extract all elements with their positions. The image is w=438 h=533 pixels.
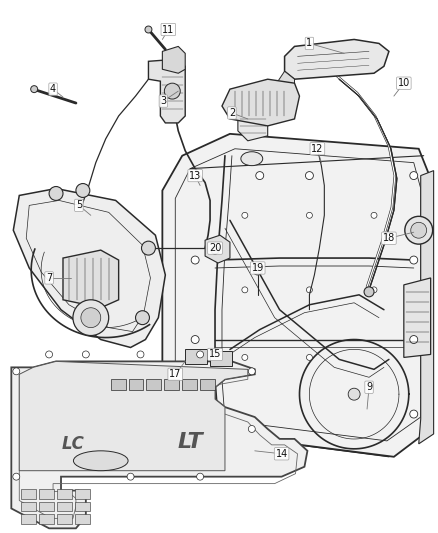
Polygon shape [404, 278, 431, 358]
Bar [182, 379, 197, 390]
Text: 19: 19 [251, 263, 264, 273]
Circle shape [197, 473, 204, 480]
Circle shape [307, 212, 312, 219]
Circle shape [405, 216, 433, 244]
Bar [129, 379, 144, 390]
Circle shape [242, 354, 248, 360]
Polygon shape [222, 79, 300, 126]
Circle shape [137, 351, 144, 358]
Circle shape [46, 351, 53, 358]
Circle shape [73, 300, 109, 336]
Bar [21, 514, 36, 524]
Circle shape [348, 388, 360, 400]
Circle shape [31, 86, 38, 93]
Polygon shape [419, 171, 434, 444]
Polygon shape [275, 71, 294, 99]
Text: 13: 13 [189, 171, 201, 181]
Bar [57, 489, 72, 498]
Circle shape [141, 241, 155, 255]
Ellipse shape [74, 451, 128, 471]
Polygon shape [205, 235, 230, 263]
Ellipse shape [241, 152, 263, 166]
Polygon shape [162, 46, 185, 73]
Bar [111, 379, 126, 390]
Circle shape [410, 336, 418, 343]
Bar [75, 489, 90, 498]
Polygon shape [162, 134, 431, 457]
Bar [200, 379, 215, 390]
Circle shape [164, 83, 180, 99]
Text: 15: 15 [209, 350, 221, 359]
Circle shape [253, 265, 263, 275]
Bar [39, 514, 54, 524]
Circle shape [191, 172, 199, 180]
Circle shape [248, 425, 255, 432]
Circle shape [197, 351, 204, 358]
Circle shape [307, 354, 312, 360]
Polygon shape [19, 361, 248, 471]
Circle shape [191, 256, 199, 264]
Bar [146, 379, 161, 390]
Text: 12: 12 [311, 144, 324, 154]
Polygon shape [210, 351, 232, 366]
Circle shape [371, 287, 377, 293]
Circle shape [191, 410, 199, 418]
Circle shape [82, 351, 89, 358]
Text: 11: 11 [162, 25, 174, 35]
Circle shape [371, 212, 377, 219]
Circle shape [211, 246, 219, 254]
Circle shape [307, 287, 312, 293]
Circle shape [13, 473, 20, 480]
Bar [21, 502, 36, 512]
Text: 14: 14 [276, 449, 288, 459]
Text: LC: LC [61, 435, 85, 453]
Text: 9: 9 [366, 382, 372, 392]
Circle shape [364, 287, 374, 297]
Bar [75, 502, 90, 512]
Circle shape [410, 256, 418, 264]
Polygon shape [11, 361, 307, 528]
Circle shape [410, 410, 418, 418]
Text: 3: 3 [160, 96, 166, 106]
Circle shape [242, 212, 248, 219]
Text: 20: 20 [209, 243, 221, 253]
Bar [39, 502, 54, 512]
Circle shape [76, 183, 90, 197]
Polygon shape [13, 189, 165, 348]
Circle shape [127, 473, 134, 480]
Polygon shape [238, 109, 268, 141]
Circle shape [248, 368, 255, 375]
Circle shape [242, 287, 248, 293]
Circle shape [13, 368, 20, 375]
Bar [75, 514, 90, 524]
Circle shape [145, 26, 152, 33]
Text: 17: 17 [169, 369, 181, 379]
Circle shape [135, 311, 149, 325]
Circle shape [81, 308, 101, 328]
Polygon shape [185, 350, 207, 365]
Polygon shape [285, 39, 389, 79]
Bar [21, 489, 36, 498]
Bar [57, 502, 72, 512]
Circle shape [49, 187, 63, 200]
Text: 1: 1 [306, 38, 312, 49]
Text: 18: 18 [383, 233, 395, 243]
Bar [57, 514, 72, 524]
Text: 2: 2 [229, 108, 235, 118]
Circle shape [411, 222, 427, 238]
Polygon shape [148, 59, 185, 123]
Circle shape [191, 336, 199, 343]
Polygon shape [63, 250, 119, 308]
Circle shape [305, 172, 314, 180]
Text: 4: 4 [50, 84, 56, 94]
Text: LT: LT [177, 432, 203, 452]
Circle shape [256, 172, 264, 180]
Text: 7: 7 [46, 273, 52, 283]
Text: 10: 10 [398, 78, 410, 88]
Text: 5: 5 [76, 200, 82, 211]
Bar [164, 379, 179, 390]
Bar [39, 489, 54, 498]
Circle shape [410, 172, 418, 180]
